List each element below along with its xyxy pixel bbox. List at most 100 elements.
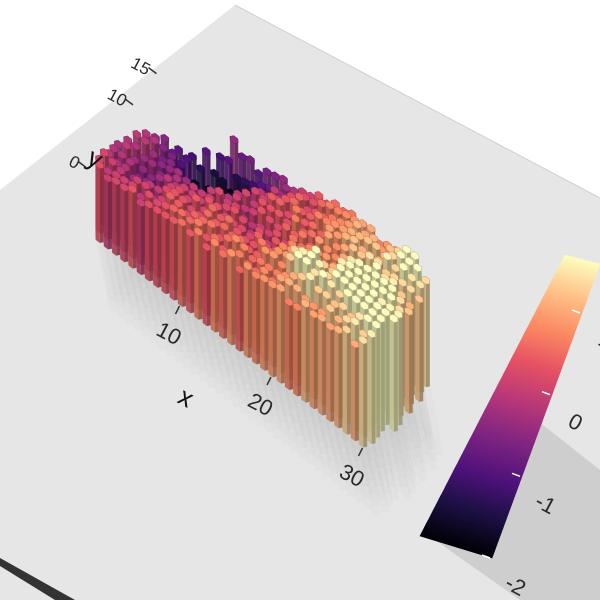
column-shadow (317, 411, 340, 484)
column-side (301, 304, 306, 403)
column-top (317, 199, 327, 208)
column-top (259, 274, 269, 283)
column-side (198, 234, 203, 320)
column-top (243, 261, 253, 271)
hexbin-column (292, 302, 302, 397)
column-side (239, 272, 244, 352)
column-side (231, 256, 236, 346)
column-top (268, 280, 277, 289)
column-top (207, 219, 216, 229)
column-top (357, 250, 366, 259)
column-top (141, 181, 150, 190)
column-top (259, 266, 269, 275)
column-top (140, 136, 150, 146)
column-top (239, 242, 249, 252)
column-top (281, 183, 291, 192)
column-top (248, 254, 257, 263)
hexbin-column (317, 313, 327, 416)
column-side (99, 167, 104, 243)
column-top (309, 197, 318, 207)
column-side (313, 317, 318, 410)
column-top (222, 202, 231, 212)
y-tick-mark (124, 98, 134, 106)
column-top (314, 191, 324, 200)
column-top (229, 135, 239, 144)
column-top (278, 242, 288, 251)
column-top (276, 283, 286, 293)
column-side (178, 223, 183, 307)
column-top (152, 205, 162, 215)
hexbin-column (235, 265, 244, 352)
column-top (309, 301, 319, 311)
column-shadow (145, 267, 168, 340)
column-top (165, 164, 175, 174)
column-top (336, 263, 346, 272)
column-shadow (334, 424, 357, 497)
hexbin-column (259, 274, 269, 371)
column-shadow (372, 433, 395, 506)
column-side (272, 287, 277, 378)
column-top (353, 266, 363, 276)
column-top (372, 261, 382, 271)
column-top (289, 271, 299, 281)
column-side (95, 165, 100, 243)
column-top (365, 251, 375, 260)
column-top (99, 148, 109, 157)
column-top (306, 250, 316, 259)
column-top (302, 256, 312, 266)
column-top (298, 230, 308, 239)
column-shadow (177, 293, 200, 366)
column-top (241, 188, 251, 198)
column-top (376, 314, 386, 323)
column-shadow (235, 347, 258, 420)
column-top (308, 220, 318, 230)
column-side (293, 307, 298, 397)
column-top (356, 288, 366, 298)
hexbin-column (342, 325, 351, 435)
column-shadow (186, 309, 209, 382)
column-top (378, 286, 388, 295)
column-top (314, 285, 323, 294)
column-shadow (276, 369, 299, 442)
hexbin-column (414, 294, 424, 402)
column-shadow (103, 245, 126, 318)
column-shadow (194, 305, 217, 378)
column-side (108, 181, 112, 250)
column-top (231, 234, 241, 243)
column-top (256, 256, 266, 266)
column-top (292, 302, 302, 312)
column-top (139, 153, 149, 163)
column-top (257, 237, 267, 247)
column-top (341, 210, 351, 220)
column-top (366, 224, 376, 233)
column-side (116, 184, 121, 256)
column-shadow (153, 273, 176, 346)
column-top (333, 206, 343, 216)
column-shadow (95, 238, 118, 311)
column-top (294, 250, 303, 259)
column-top (194, 218, 203, 227)
hexbin-column (185, 228, 195, 314)
column-shadow (219, 325, 242, 398)
column-shadow (235, 337, 258, 410)
column-shadow (276, 379, 299, 452)
column-top (122, 141, 132, 150)
column-shadow (389, 427, 412, 500)
column-side (252, 275, 257, 365)
column-shadow (177, 302, 200, 375)
column-shadow (260, 366, 283, 439)
column-top (348, 243, 358, 252)
column-top (325, 200, 335, 210)
column-top (157, 160, 167, 169)
column-top (284, 297, 294, 307)
column-side (186, 233, 191, 314)
column-top (396, 250, 406, 260)
hexbin-column (193, 227, 203, 320)
column-top (363, 264, 372, 273)
hexbin-column (333, 325, 343, 429)
column-top (334, 314, 343, 324)
column-top (341, 231, 351, 241)
column-top (325, 303, 335, 313)
column-top (350, 317, 360, 326)
column-top (377, 297, 387, 306)
